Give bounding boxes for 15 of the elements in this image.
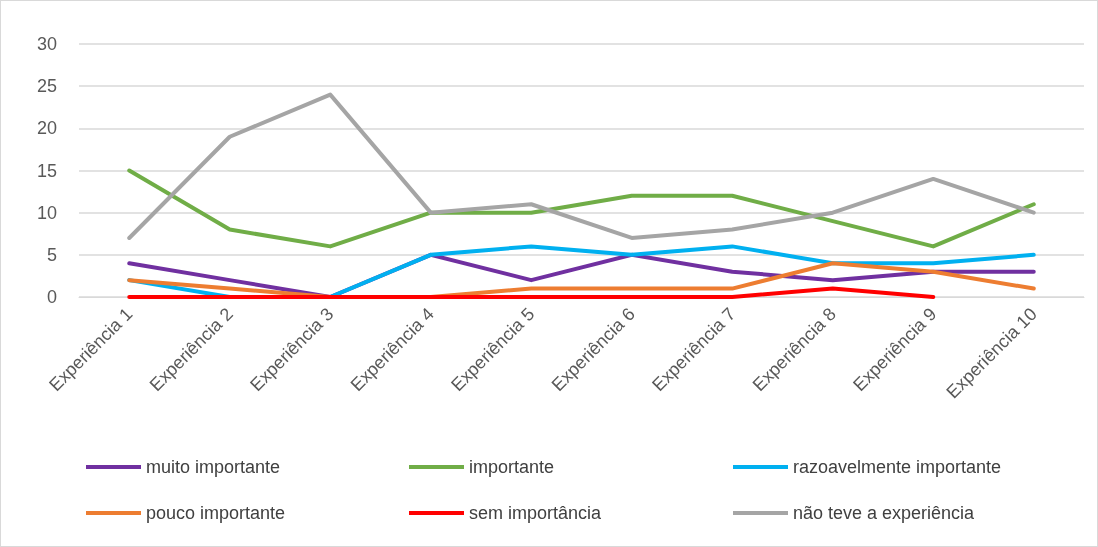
y-tick-label: 30 [36, 34, 57, 54]
legend-label: não teve a experiência [793, 503, 976, 523]
y-tick-label: 0 [46, 287, 57, 307]
y-tick-label: 10 [36, 202, 57, 223]
y-tick-label: 15 [36, 160, 57, 181]
legend-label: sem importância [469, 503, 603, 523]
legend-label: pouco importante [146, 503, 286, 523]
y-tick-label: 5 [46, 244, 57, 265]
y-tick-label: 20 [36, 118, 57, 139]
line-series [127, 92, 1036, 240]
legend-label: muito importante [146, 457, 281, 477]
legend-label: razoavelmente importante [793, 457, 1002, 477]
legend-label: importante [469, 457, 555, 477]
line-series [127, 168, 1036, 249]
y-tick-label: 25 [36, 76, 57, 97]
